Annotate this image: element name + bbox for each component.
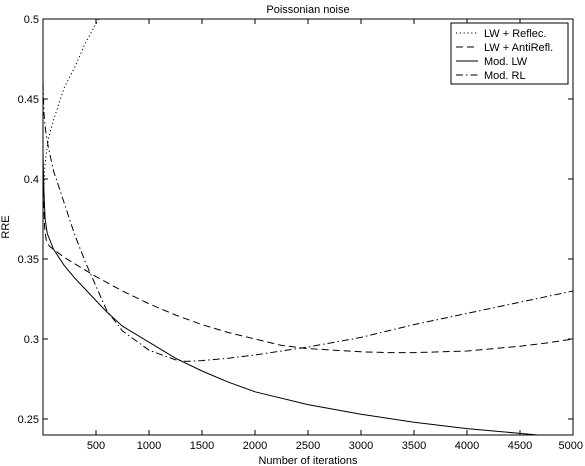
x-tick-label: 3000 (349, 440, 373, 452)
x-tick-label: 3500 (402, 440, 426, 452)
y-tick-label: 0.3 (24, 334, 39, 346)
y-tick-label: 0.4 (24, 174, 39, 186)
x-tick-label: 1000 (137, 440, 161, 452)
x-tick-label: 2500 (296, 440, 320, 452)
x-tick-label: 4000 (455, 440, 479, 452)
series-line-lw-reflec (43, 19, 100, 204)
y-axis-label: RRE (0, 215, 12, 238)
y-tick-label: 0.5 (24, 14, 39, 26)
legend-label-lw-reflec: LW + Reflec. (484, 28, 546, 40)
y-axis-ticks: 0.25 0.3 0.35 0.4 0.45 0.5 (18, 14, 573, 426)
chart-title: Poissonian noise (266, 4, 349, 16)
x-tick-label: 5000 (559, 440, 583, 452)
x-axis-label: Number of iterations (258, 455, 358, 466)
series-line-mod-rl (43, 82, 573, 362)
y-tick-label: 0.25 (18, 414, 39, 426)
x-tick-label: 1500 (190, 440, 214, 452)
x-tick-label: 2000 (243, 440, 267, 452)
legend-box (450, 22, 569, 85)
x-tick-label: 4500 (508, 440, 532, 452)
legend: LW + Reflec. LW + AntiRefl. Mod. LW Mod. RL (450, 22, 569, 85)
series-line-lw-antirefl (43, 178, 573, 354)
legend-label-mod-rl: Mod. RL (484, 70, 526, 82)
y-tick-label: 0.45 (18, 94, 39, 106)
y-tick-label: 0.35 (18, 254, 39, 266)
plot-lines (43, 19, 573, 435)
x-tick-label: 500 (87, 440, 105, 452)
legend-label-mod-lw: Mod. LW (484, 56, 528, 68)
series-line-mod-lw (43, 154, 544, 435)
legend-label-lw-antirefl: LW + AntiRefl. (484, 42, 553, 54)
x-axis-ticks: 500 1000 1500 2000 2500 3000 3500 4000 4500 5000 (87, 19, 583, 452)
